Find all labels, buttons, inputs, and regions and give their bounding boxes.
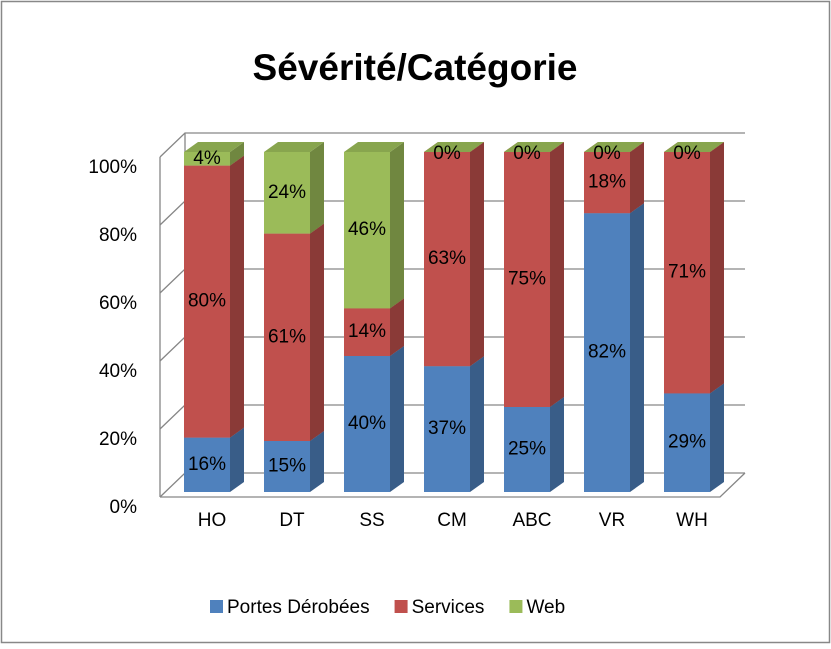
bar-segment — [264, 233, 310, 441]
data-label: 63% — [428, 248, 466, 269]
data-label: 14% — [348, 321, 386, 342]
bar-segment — [344, 356, 390, 492]
data-label: 71% — [668, 262, 706, 283]
bar-side — [630, 203, 644, 492]
y-tick-label: 40% — [99, 361, 137, 382]
data-label: 75% — [508, 269, 546, 290]
bar-side — [550, 142, 564, 407]
legend-label: Services — [412, 597, 485, 618]
bar-side — [390, 142, 404, 309]
floor — [160, 472, 746, 498]
bar-side — [310, 431, 324, 492]
data-label: 25% — [508, 439, 546, 460]
bar-segment — [424, 366, 470, 492]
y-tick-label: 80% — [99, 225, 137, 246]
data-label: 15% — [268, 456, 306, 477]
data-label: 40% — [348, 413, 386, 434]
bar-side — [230, 427, 244, 492]
x-tick-label: SS — [359, 510, 384, 531]
y-tick-label: 0% — [110, 497, 138, 518]
data-label: 46% — [348, 219, 386, 240]
x-tick-label: CM — [437, 510, 467, 531]
bar-segment — [664, 393, 710, 492]
data-label: 4% — [193, 148, 221, 169]
bar-side — [230, 155, 244, 438]
data-label: 18% — [588, 172, 626, 193]
bar-side — [470, 142, 484, 367]
data-label: 24% — [268, 182, 306, 203]
bar-side — [710, 383, 724, 492]
bar-segment — [344, 308, 390, 356]
x-tick-label: DT — [279, 510, 305, 531]
y-tick-label: 100% — [88, 157, 137, 178]
bar-segment — [264, 441, 310, 492]
bar-top — [264, 142, 324, 152]
bar-side — [310, 142, 324, 234]
bar-segment — [184, 437, 230, 492]
data-label: 80% — [188, 291, 226, 312]
data-label: 0% — [433, 143, 461, 164]
bar-segment — [584, 152, 630, 214]
data-label: 0% — [673, 143, 701, 164]
bar-top — [344, 142, 404, 152]
bar-top — [584, 142, 644, 152]
bar-top — [504, 142, 564, 152]
bar-top — [184, 142, 244, 152]
bar-side — [310, 223, 324, 441]
chart-title: Sévérité/Catégorie — [253, 47, 578, 88]
legend-label: Web — [526, 597, 565, 618]
x-tick-label: WH — [676, 510, 708, 531]
x-tick-label: HO — [198, 510, 227, 531]
bar-side — [550, 397, 564, 492]
bar-side — [470, 356, 484, 492]
data-label: 37% — [428, 418, 466, 439]
y-tick-label: 60% — [99, 293, 137, 314]
legend-swatch — [509, 600, 523, 613]
y-tick-label: 20% — [99, 429, 137, 450]
bar-segment — [504, 407, 550, 492]
bar-segment — [504, 152, 550, 407]
data-label: 16% — [188, 454, 226, 475]
bar-side — [230, 142, 244, 166]
legend: Portes Dérobées Services Web — [210, 597, 565, 618]
bar-segment — [584, 213, 630, 492]
data-label: 82% — [588, 342, 626, 363]
bar-segment — [424, 152, 470, 367]
bar-side — [390, 346, 404, 492]
bar-top — [424, 142, 484, 152]
bar-segment — [264, 152, 310, 234]
bar-top — [664, 142, 724, 152]
bar-segment — [184, 152, 230, 166]
bars: HO DT SS CM ABC VR WH 16% 15% 40% 37% 25% 82% 29% 80% 6… — [184, 142, 724, 531]
legend-swatch — [210, 600, 223, 613]
bar-segment — [184, 165, 230, 438]
x-tick-label: VR — [599, 510, 625, 531]
bar-side — [710, 142, 724, 394]
bar-segment — [664, 152, 710, 394]
x-tick-label: ABC — [512, 510, 551, 531]
data-label: 29% — [668, 432, 706, 453]
bar-side — [630, 142, 644, 214]
data-label: 0% — [593, 143, 621, 164]
data-label: 61% — [268, 326, 306, 347]
legend-label: Portes Dérobées — [227, 597, 370, 618]
data-label: 0% — [513, 143, 541, 164]
bar-side — [390, 298, 404, 356]
legend-swatch — [394, 600, 408, 613]
bar-segment — [344, 152, 390, 309]
